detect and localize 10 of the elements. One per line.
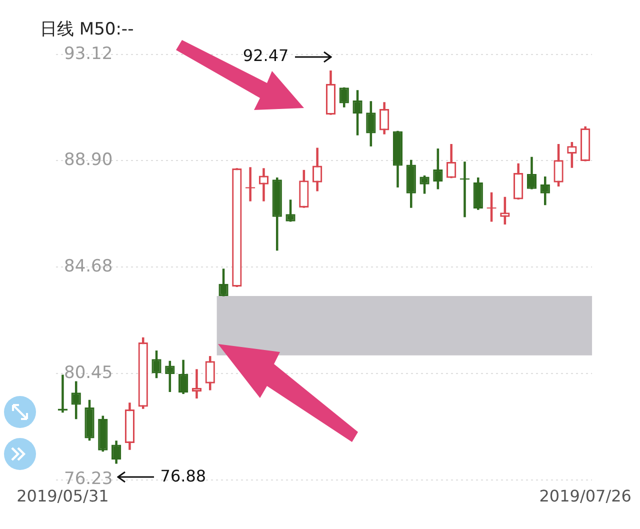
y-tick-label: 76.23 — [64, 469, 113, 490]
y-tick-label: 84.68 — [64, 256, 113, 276]
y-tick-label: 88.90 — [64, 150, 113, 170]
chart-title: 日线 M50:-- — [40, 20, 134, 40]
annotation: 92.47 — [242, 46, 289, 65]
x-tick-label: 2019/07/26 — [539, 486, 632, 506]
y-tick-label: 93.12 — [64, 44, 113, 64]
x-tick-label: 2019/05/31 — [16, 486, 109, 506]
y-tick-label: 80.45 — [64, 362, 113, 383]
annotation: 76.88 — [160, 466, 206, 486]
